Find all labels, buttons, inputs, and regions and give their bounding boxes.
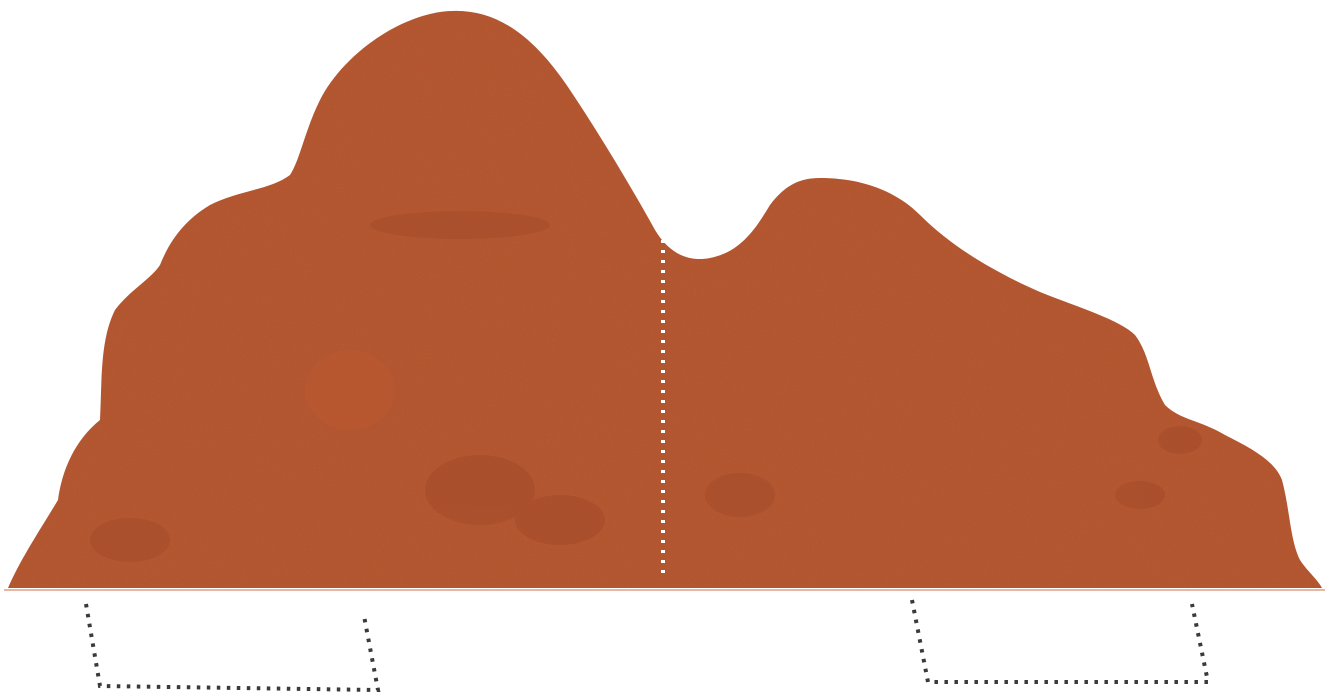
right-bracket [910, 599, 1211, 684]
rock-texture [90, 211, 1202, 562]
rock-shape [8, 10, 1322, 588]
left-bracket [84, 603, 381, 693]
